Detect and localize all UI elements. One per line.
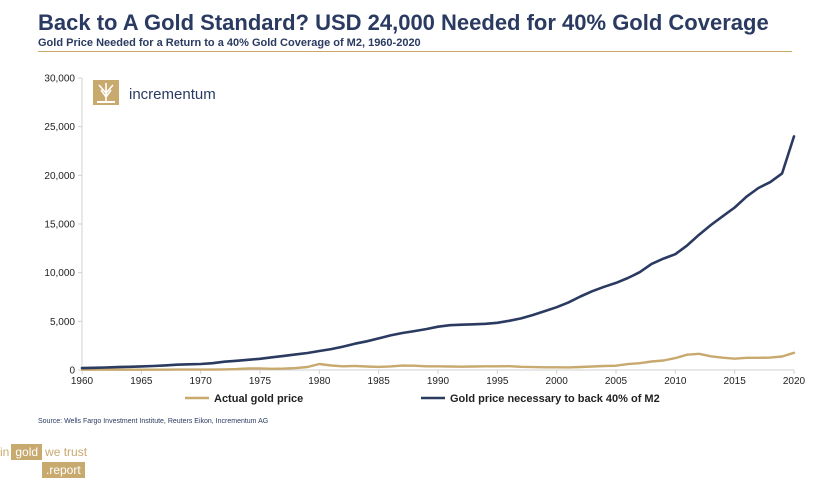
y-tick-label: 30,000 — [44, 74, 75, 85]
chart-subtitle: Gold Price Needed for a Return to a 40% … — [38, 37, 421, 49]
x-tick-label: 1970 — [190, 376, 213, 387]
legend-label: Actual gold price — [214, 393, 303, 405]
chart-title: Back to A Gold Standard? USD 24,000 Need… — [38, 10, 769, 35]
y-tick-label: 25,000 — [44, 122, 75, 133]
brand-we-trust: we trust — [45, 445, 88, 459]
x-tick-label: 1995 — [486, 376, 509, 387]
x-tick-label: 2010 — [664, 376, 687, 387]
x-tick-label: 2015 — [724, 376, 747, 387]
series-line-actual-gold-price — [80, 351, 796, 371]
x-tick-label: 1960 — [71, 376, 94, 387]
x-tick-label: 1965 — [130, 376, 153, 387]
legend-label: Gold price necessary to back 40% of M2 — [450, 393, 660, 405]
brand-in: in — [0, 445, 10, 459]
source-note: Source: Wells Fargo Investment Institute… — [38, 418, 269, 425]
x-tick-label: 2020 — [783, 376, 806, 387]
y-tick-label: 10,000 — [44, 268, 75, 279]
series-line-necessary-gold-price — [80, 135, 796, 370]
y-tick-label: 15,000 — [44, 220, 75, 231]
brand-gold: gold — [11, 444, 43, 460]
brand-domain: .report — [42, 462, 85, 478]
y-tick-label: 0 — [69, 366, 75, 377]
x-tick-label: 1975 — [249, 376, 272, 387]
tree-icon — [93, 80, 119, 105]
x-tick-label: 2000 — [546, 376, 569, 387]
x-tick-label: 1980 — [308, 376, 331, 387]
y-tick-label: 5,000 — [50, 317, 75, 328]
x-tick-label: 1985 — [368, 376, 391, 387]
logo-wordmark: incrementum — [129, 86, 216, 103]
title-divider — [38, 51, 792, 52]
x-tick-label: 1990 — [427, 376, 450, 387]
x-tick-label: 2005 — [605, 376, 628, 387]
legend: Actual gold price Gold price necessary to… — [185, 393, 660, 405]
y-tick-label: 20,000 — [44, 171, 75, 182]
incrementum-logo: incrementum — [93, 80, 216, 105]
